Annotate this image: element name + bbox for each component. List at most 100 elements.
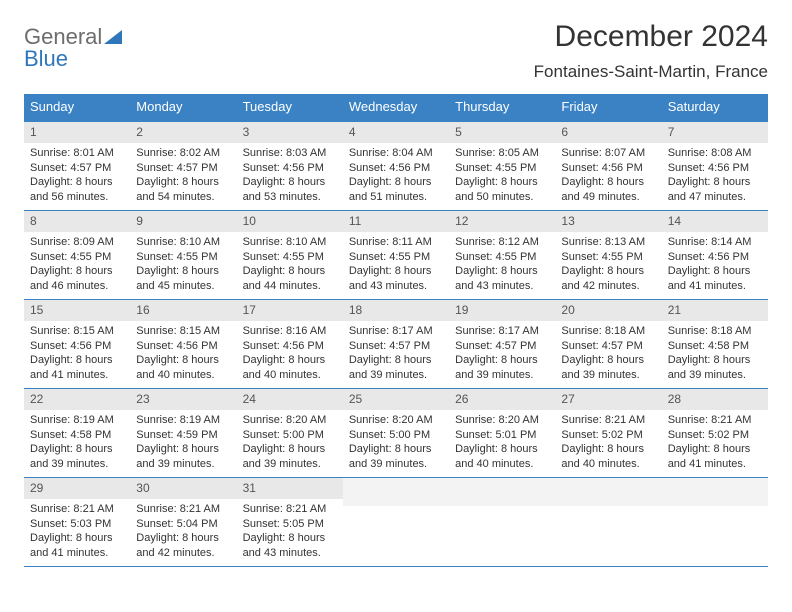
day-number: 11: [343, 211, 449, 232]
sunrise-line: Sunrise: 8:21 AM: [30, 502, 124, 517]
logo-text-2: Blue: [24, 46, 68, 71]
daylight-line: Daylight: 8 hours and 39 minutes.: [136, 442, 230, 472]
sunrise-line: Sunrise: 8:18 AM: [561, 324, 655, 339]
calendar-day-cell: 27Sunrise: 8:21 AMSunset: 5:02 PMDayligh…: [555, 388, 661, 477]
day-details: Sunrise: 8:09 AMSunset: 4:55 PMDaylight:…: [24, 232, 130, 298]
day-details: Sunrise: 8:19 AMSunset: 4:58 PMDaylight:…: [24, 410, 130, 476]
calendar-day-cell: 26Sunrise: 8:20 AMSunset: 5:01 PMDayligh…: [449, 388, 555, 477]
day-number: 31: [237, 478, 343, 499]
day-number: 23: [130, 389, 236, 410]
calendar-day-cell: 17Sunrise: 8:16 AMSunset: 4:56 PMDayligh…: [237, 299, 343, 388]
calendar-day-cell: 31Sunrise: 8:21 AMSunset: 5:05 PMDayligh…: [237, 477, 343, 566]
day-details: Sunrise: 8:05 AMSunset: 4:55 PMDaylight:…: [449, 143, 555, 209]
logo: General Blue: [24, 26, 124, 70]
daylight-line: Daylight: 8 hours and 41 minutes.: [30, 353, 124, 383]
weekday-header: Thursday: [449, 94, 555, 121]
sunset-line: Sunset: 5:00 PM: [349, 428, 443, 443]
sunset-line: Sunset: 4:56 PM: [136, 339, 230, 354]
calendar-day-cell: 1Sunrise: 8:01 AMSunset: 4:57 PMDaylight…: [24, 121, 130, 210]
day-details: Sunrise: 8:15 AMSunset: 4:56 PMDaylight:…: [24, 321, 130, 387]
sunrise-line: Sunrise: 8:07 AM: [561, 146, 655, 161]
calendar-day-cell: 29Sunrise: 8:21 AMSunset: 5:03 PMDayligh…: [24, 477, 130, 566]
calendar-day-cell: 16Sunrise: 8:15 AMSunset: 4:56 PMDayligh…: [130, 299, 236, 388]
calendar-day-cell: 20Sunrise: 8:18 AMSunset: 4:57 PMDayligh…: [555, 299, 661, 388]
daylight-line: Daylight: 8 hours and 40 minutes.: [136, 353, 230, 383]
sunrise-line: Sunrise: 8:19 AM: [30, 413, 124, 428]
daylight-line: Daylight: 8 hours and 41 minutes.: [668, 264, 762, 294]
day-number: 28: [662, 389, 768, 410]
calendar-day-cell: 9Sunrise: 8:10 AMSunset: 4:55 PMDaylight…: [130, 210, 236, 299]
day-details: Sunrise: 8:21 AMSunset: 5:04 PMDaylight:…: [130, 499, 236, 565]
sunset-line: Sunset: 5:04 PM: [136, 517, 230, 532]
page-subtitle: Fontaines-Saint-Martin, France: [534, 62, 768, 82]
day-number: 18: [343, 300, 449, 321]
sunrise-line: Sunrise: 8:16 AM: [243, 324, 337, 339]
day-number: 15: [24, 300, 130, 321]
day-number: 12: [449, 211, 555, 232]
calendar-week-row: 29Sunrise: 8:21 AMSunset: 5:03 PMDayligh…: [24, 477, 768, 566]
sunset-line: Sunset: 4:57 PM: [136, 161, 230, 176]
sunrise-line: Sunrise: 8:14 AM: [668, 235, 762, 250]
sunset-line: Sunset: 4:55 PM: [455, 250, 549, 265]
weekday-header: Saturday: [662, 94, 768, 121]
calendar-day-cell: 2Sunrise: 8:02 AMSunset: 4:57 PMDaylight…: [130, 121, 236, 210]
day-details: Sunrise: 8:16 AMSunset: 4:56 PMDaylight:…: [237, 321, 343, 387]
daylight-line: Daylight: 8 hours and 53 minutes.: [243, 175, 337, 205]
sunrise-line: Sunrise: 8:13 AM: [561, 235, 655, 250]
day-number: 27: [555, 389, 661, 410]
calendar-day-cell: 5Sunrise: 8:05 AMSunset: 4:55 PMDaylight…: [449, 121, 555, 210]
sunset-line: Sunset: 5:03 PM: [30, 517, 124, 532]
daylight-line: Daylight: 8 hours and 39 minutes.: [243, 442, 337, 472]
weekday-header: Sunday: [24, 94, 130, 121]
calendar-day-cell: [662, 477, 768, 566]
calendar-day-cell: [343, 477, 449, 566]
daylight-line: Daylight: 8 hours and 43 minutes.: [455, 264, 549, 294]
weekday-header: Friday: [555, 94, 661, 121]
sunset-line: Sunset: 5:01 PM: [455, 428, 549, 443]
calendar-document: General Blue December 2024 Fontaines-Sai…: [0, 0, 792, 612]
calendar-day-cell: 21Sunrise: 8:18 AMSunset: 4:58 PMDayligh…: [662, 299, 768, 388]
weekday-header: Tuesday: [237, 94, 343, 121]
calendar-week-row: 1Sunrise: 8:01 AMSunset: 4:57 PMDaylight…: [24, 121, 768, 210]
day-details: Sunrise: 8:07 AMSunset: 4:56 PMDaylight:…: [555, 143, 661, 209]
sunrise-line: Sunrise: 8:20 AM: [243, 413, 337, 428]
daylight-line: Daylight: 8 hours and 50 minutes.: [455, 175, 549, 205]
daylight-line: Daylight: 8 hours and 41 minutes.: [668, 442, 762, 472]
calendar-day-cell: 10Sunrise: 8:10 AMSunset: 4:55 PMDayligh…: [237, 210, 343, 299]
day-number: 14: [662, 211, 768, 232]
sunset-line: Sunset: 4:55 PM: [561, 250, 655, 265]
calendar-day-cell: 14 Sunrise: 8:14 AMSunset: 4:56 PMDayligh…: [662, 210, 768, 299]
calendar-day-cell: 7Sunrise: 8:08 AMSunset: 4:56 PMDaylight…: [662, 121, 768, 210]
day-details: Sunrise: 8:11 AMSunset: 4:55 PMDaylight:…: [343, 232, 449, 298]
sunrise-line: Sunrise: 8:09 AM: [30, 235, 124, 250]
day-details: Sunrise: 8:18 AMSunset: 4:58 PMDaylight:…: [662, 321, 768, 387]
calendar-day-cell: 12 Sunrise: 8:12 AMSunset: 4:55 PMDayligh…: [449, 210, 555, 299]
day-number: 21: [662, 300, 768, 321]
day-number: 8: [24, 211, 130, 232]
sunset-line: Sunset: 4:57 PM: [349, 339, 443, 354]
daylight-line: Daylight: 8 hours and 45 minutes.: [136, 264, 230, 294]
sunset-line: Sunset: 4:56 PM: [243, 339, 337, 354]
sunrise-line: Sunrise: 8:12 AM: [455, 235, 549, 250]
sunset-line: Sunset: 4:56 PM: [668, 250, 762, 265]
daylight-line: Daylight: 8 hours and 40 minutes.: [243, 353, 337, 383]
day-details: Sunrise: 8:21 AMSunset: 5:02 PMDaylight:…: [662, 410, 768, 476]
day-number: 9: [130, 211, 236, 232]
daylight-line: Daylight: 8 hours and 39 minutes.: [455, 353, 549, 383]
day-number: 29: [24, 478, 130, 499]
day-details: Sunrise: 8:21 AMSunset: 5:02 PMDaylight:…: [555, 410, 661, 476]
day-number: 3: [237, 122, 343, 143]
daylight-line: Daylight: 8 hours and 39 minutes.: [561, 353, 655, 383]
page-title: December 2024: [555, 20, 768, 54]
daylight-line: Daylight: 8 hours and 40 minutes.: [455, 442, 549, 472]
sunset-line: Sunset: 4:56 PM: [30, 339, 124, 354]
day-details: Sunrise: 8:04 AMSunset: 4:56 PMDaylight:…: [343, 143, 449, 209]
calendar-day-cell: 19Sunrise: 8:17 AMSunset: 4:57 PMDayligh…: [449, 299, 555, 388]
sunrise-line: Sunrise: 8:20 AM: [349, 413, 443, 428]
sunrise-line: Sunrise: 8:10 AM: [136, 235, 230, 250]
sunset-line: Sunset: 4:57 PM: [30, 161, 124, 176]
daylight-line: Daylight: 8 hours and 56 minutes.: [30, 175, 124, 205]
day-details: Sunrise: 8:20 AMSunset: 5:00 PMDaylight:…: [237, 410, 343, 476]
sunset-line: Sunset: 5:00 PM: [243, 428, 337, 443]
calendar-day-cell: [449, 477, 555, 566]
